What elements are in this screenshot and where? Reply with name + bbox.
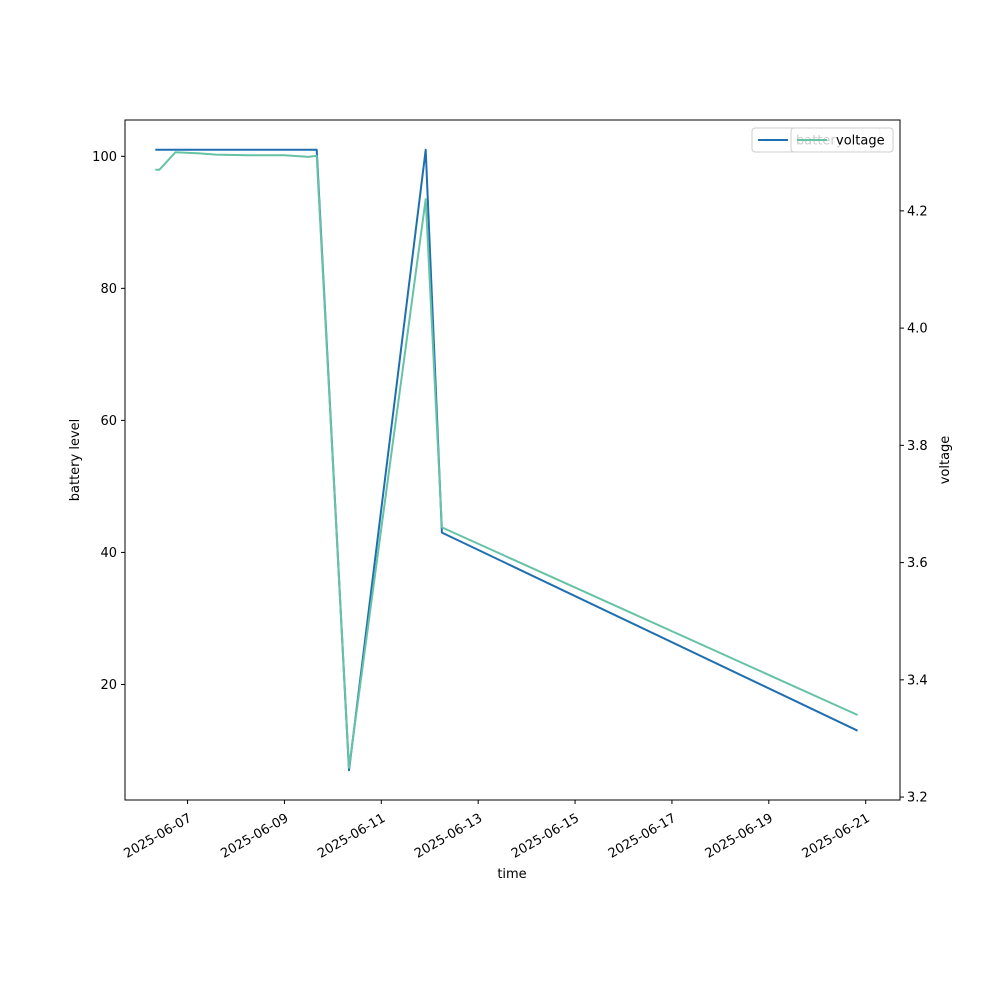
y2-tick-label: 4.0 [907,322,928,337]
legend: batteryvoltage [751,127,894,153]
series-line-voltage [155,151,859,769]
y2-tick-label: 3.2 [907,791,928,806]
y2-axis-label: voltage [938,436,953,485]
y2-tick-label: 3.6 [907,556,928,571]
y-tick-label: 100 [92,150,117,165]
x-axis-label: time [497,867,526,882]
y-axis-right: 3.2 3.4 3.6 3.8 4.0 4.2 [900,204,928,806]
legend-box-voltage [790,127,894,153]
y-tick-label: 40 [100,546,117,561]
y-tick-label: 20 [100,678,117,693]
y2-tick-label: 4.2 [907,204,928,219]
series-line-battery [155,148,859,772]
y2-tick-label: 3.8 [907,439,928,454]
plot-frame [124,119,901,801]
y-axis-left: 20 40 60 80 100 [92,150,125,693]
y-tick-label: 60 [100,414,117,429]
y2-tick-label: 3.4 [907,673,928,688]
y-axis-label: battery level [68,419,83,502]
y-tick-label: 80 [100,282,117,297]
plot-area [155,148,859,772]
legend-label-voltage: voltage [836,134,885,149]
